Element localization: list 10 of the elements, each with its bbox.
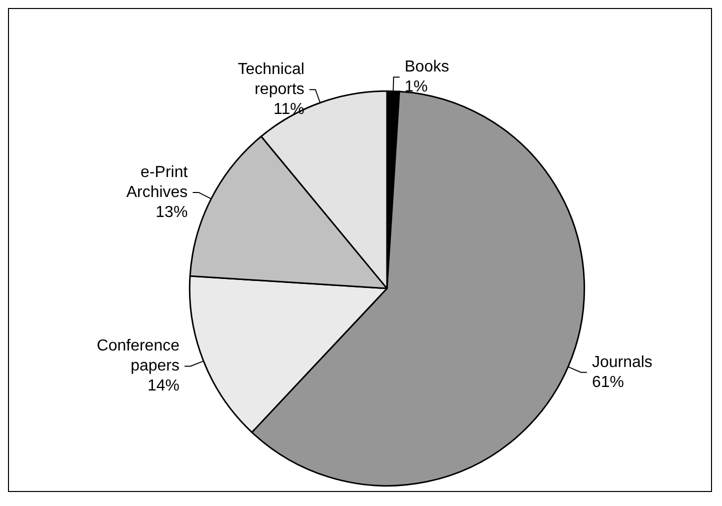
data-label: 1% <box>404 78 428 96</box>
data-label: 14% <box>147 378 180 395</box>
slice-label: e-Print Archives <box>126 164 188 201</box>
data-label: 61% <box>592 374 624 391</box>
slice-label: Journals <box>592 354 652 371</box>
data-label: 11% <box>274 101 304 118</box>
slice-label: Books <box>404 58 450 76</box>
slice-label: Technical reports <box>238 61 304 98</box>
slice-label: Conference papers <box>96 338 180 375</box>
data-label: 13% <box>156 204 188 221</box>
